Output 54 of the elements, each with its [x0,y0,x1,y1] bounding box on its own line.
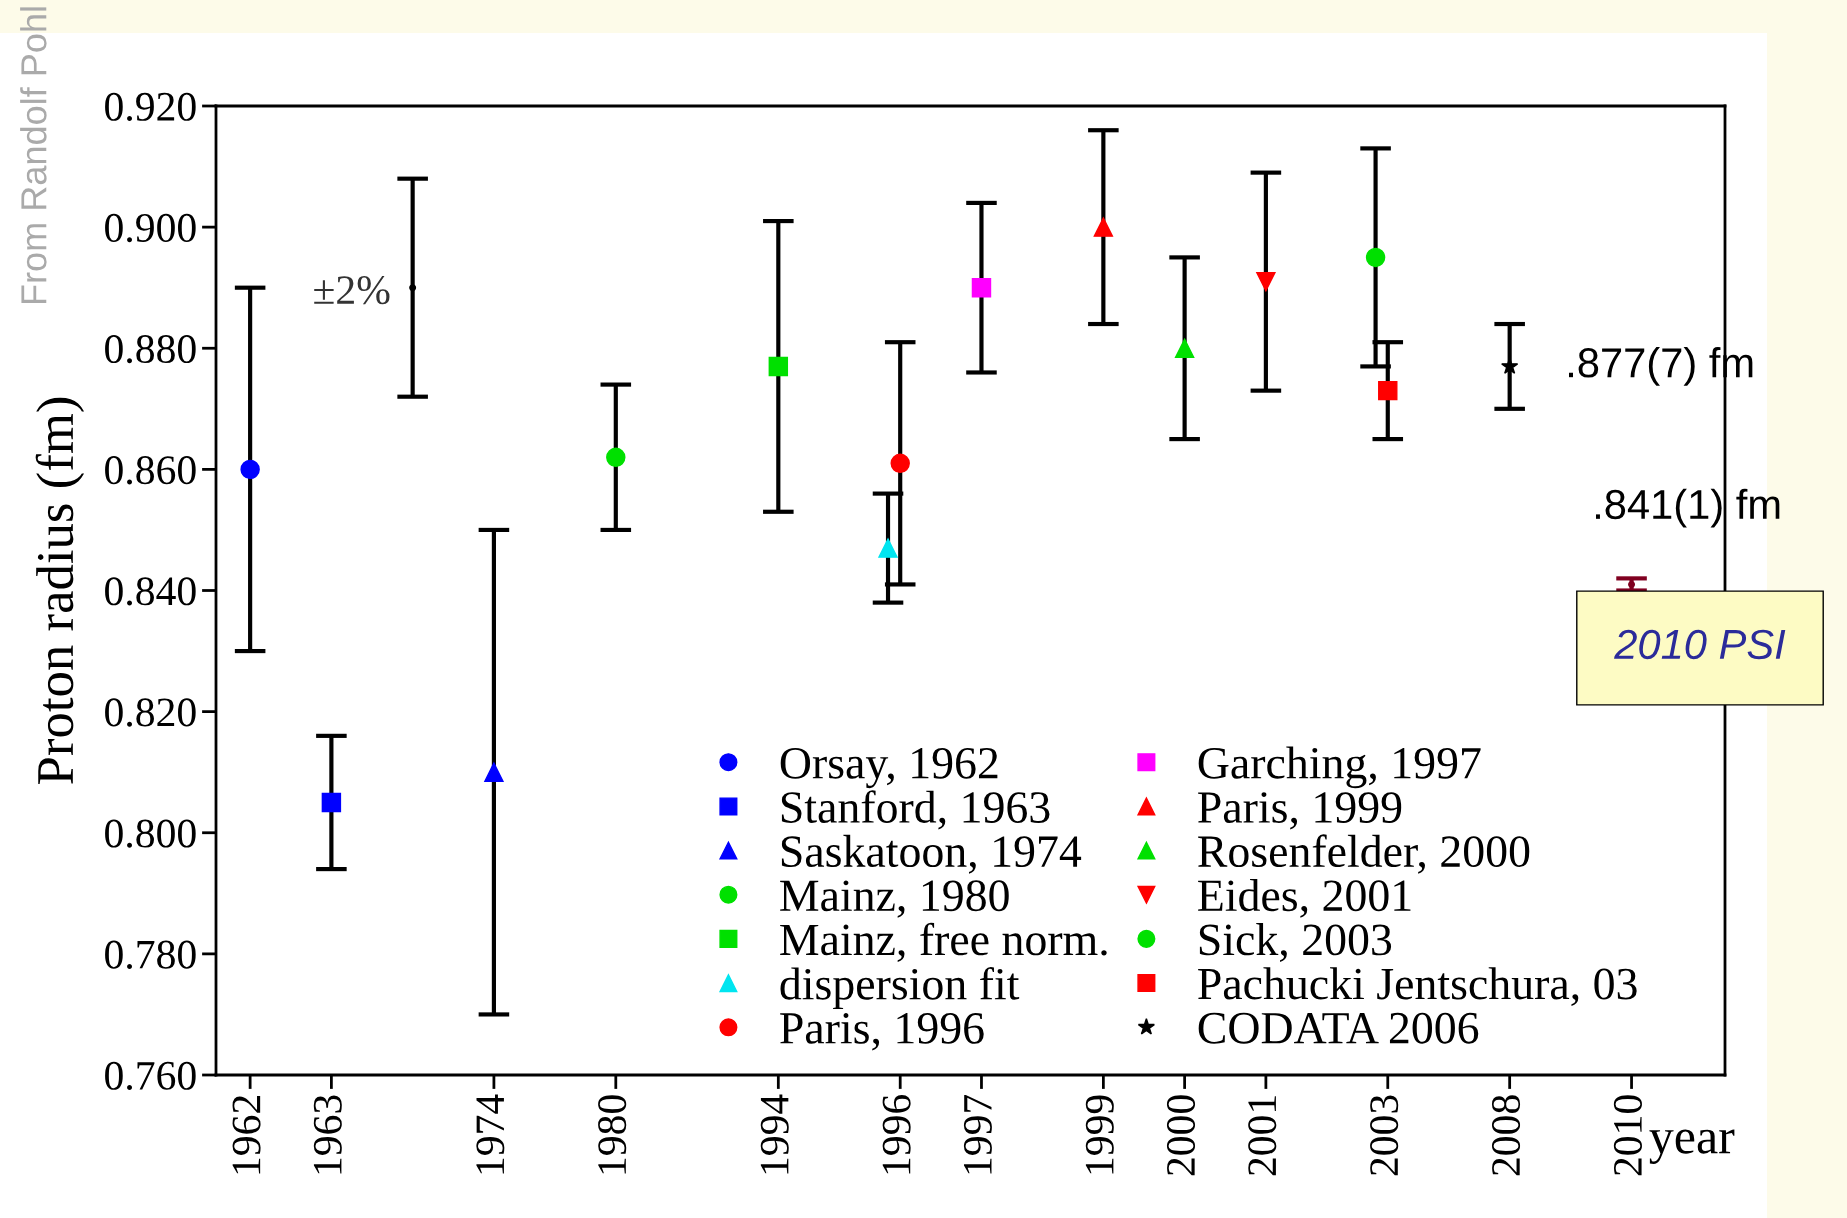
x-tick-label: 1963 [313,1095,342,1174]
x-tick-label: 2001 [1248,1096,1277,1176]
x-tick-label: 2003 [1370,1095,1399,1176]
point [890,453,910,474]
x-axis-title: year [1649,1129,1735,1164]
x-tick-label: 2000 [1166,1095,1196,1176]
point [1256,271,1276,292]
y-tick-label: 0.860 [105,456,196,485]
y-tick-label: 0.760 [105,1061,196,1091]
legend-label: Garching, 1997 [1198,746,1481,789]
legend-label: Pachucki Jentschura, 03 [1198,967,1637,1007]
point [1378,380,1398,401]
x-tick-label: 1996 [882,1094,911,1174]
x-tick-label: 2008 [1491,1095,1521,1176]
point [240,459,260,480]
x-tick-label: 1999 [1085,1095,1114,1174]
y-tick-label: 0.800 [105,819,196,848]
text: From Randolf Pohl [20,7,47,304]
x-tick-label: 1974 [476,1094,505,1174]
legend-label: Stanford, 1963 [781,790,1050,830]
annotation: ±2% [314,276,390,305]
legend-label: Mainz, free norm. [780,922,1107,962]
legend-label: dispersion fit [780,966,1020,1009]
legend-label: Rosenfelder, 2000 [1198,834,1530,874]
legend-label: Paris, 1999 [1198,792,1402,830]
x-tick-label: 2010 [1613,1095,1642,1176]
point [971,277,992,298]
legend-label: Saskatoon, 1974 [781,834,1082,874]
x-tick-label: 1962 [232,1096,261,1174]
y-tick-label: 0.900 [105,213,196,243]
y-tick-label: 0.820 [105,698,196,727]
point [484,762,504,782]
y-tick-label: 0.920 [105,92,196,122]
x-tick-label: 1980 [598,1095,627,1174]
y-axis-title: Proton radius (fm) [35,397,85,784]
legend-label: CODATA 2006 [1198,1012,1479,1044]
annotation: 2010 PSI [1614,629,1786,660]
legend-label: Paris, 1996 [780,1013,984,1051]
point [606,447,626,467]
y-tick-label: 0.780 [105,940,196,969]
y-tick-label: 0.880 [105,335,196,364]
point [409,284,417,292]
point [768,356,789,377]
legend-label: Mainz, 1980 [780,880,1009,918]
legend-label: Sick, 2003 [1199,923,1392,962]
legend-label: Eides, 2001 [1198,878,1411,918]
point [321,792,342,813]
x-tick-label: 1994 [760,1094,789,1174]
point [1174,338,1195,358]
legend-label: Orsay, 1962 [780,747,998,789]
x-tick-label: 1997 [963,1094,992,1174]
annotation: .841(1) fm [1595,488,1780,528]
y-tick-label: 0.840 [105,577,196,606]
point [1093,217,1114,237]
